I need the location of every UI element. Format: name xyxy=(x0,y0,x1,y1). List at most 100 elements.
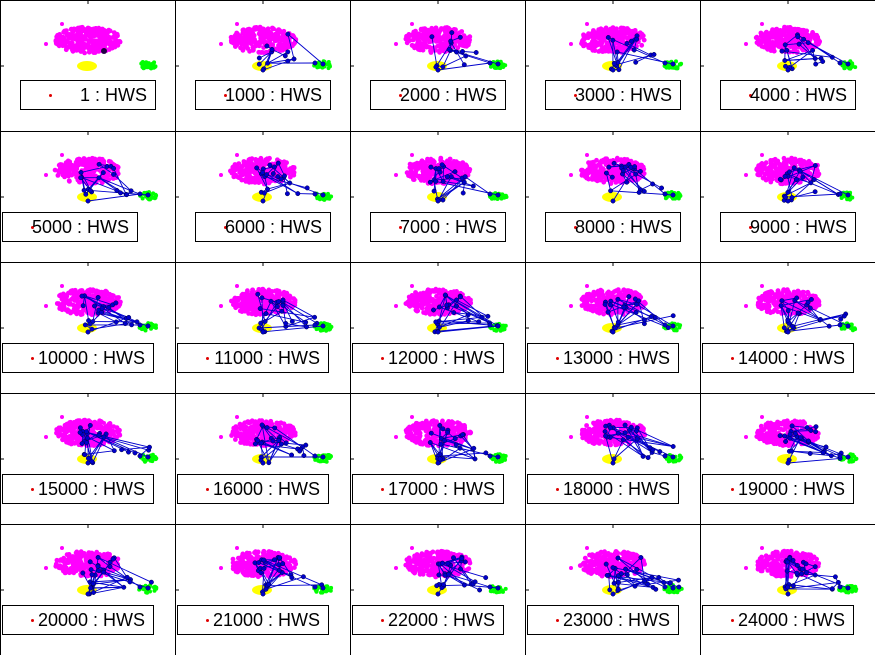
path-node xyxy=(269,46,275,52)
path-node xyxy=(615,319,621,325)
path-node xyxy=(487,60,493,66)
magenta-point xyxy=(590,47,596,53)
magenta-point xyxy=(74,311,80,317)
legend-marker xyxy=(31,357,34,360)
path-edge xyxy=(785,193,841,198)
path-node xyxy=(463,53,469,59)
panel-plot xyxy=(0,0,175,131)
path-node xyxy=(628,38,634,44)
path-edge xyxy=(285,322,307,328)
yellow-cluster xyxy=(252,192,272,202)
legend-marker xyxy=(31,226,34,229)
magenta-point xyxy=(410,37,416,43)
green-cluster xyxy=(487,191,509,201)
magenta-point xyxy=(44,173,48,177)
panel-1: 1 : HWS xyxy=(0,0,175,131)
path-node xyxy=(113,300,119,306)
path-node xyxy=(610,37,616,43)
magenta-point xyxy=(782,32,788,38)
magenta-point xyxy=(288,169,293,175)
magenta-point xyxy=(277,290,281,294)
magenta-point xyxy=(243,170,249,175)
magenta-point xyxy=(760,22,764,26)
axes-frame xyxy=(175,0,350,131)
magenta-point xyxy=(762,171,768,177)
magenta-point xyxy=(407,38,412,43)
path-node xyxy=(785,67,791,73)
path-node xyxy=(458,294,463,300)
magenta-point xyxy=(250,178,256,184)
magenta-point xyxy=(413,290,418,295)
path-node xyxy=(80,303,86,309)
path-network xyxy=(605,33,676,73)
path-network xyxy=(779,32,851,73)
path-node xyxy=(606,164,612,170)
path-node xyxy=(797,168,803,174)
magenta-point xyxy=(102,159,106,163)
axes-frame xyxy=(350,262,525,393)
path-node xyxy=(800,174,806,180)
path-node xyxy=(282,173,287,179)
path-node xyxy=(454,303,459,309)
magenta-point xyxy=(428,288,433,294)
path-edge xyxy=(436,42,452,66)
magenta-point xyxy=(593,43,598,49)
path-node xyxy=(122,321,128,327)
legend-box: 12000 : HWS xyxy=(352,343,504,373)
path-node xyxy=(265,186,270,192)
magenta-point xyxy=(435,37,441,43)
magenta-point xyxy=(411,177,416,182)
magenta-point xyxy=(270,295,276,300)
legend-box: 10000 : HWS xyxy=(2,343,154,373)
path-node xyxy=(86,318,92,324)
path-node xyxy=(448,38,454,44)
path-node xyxy=(637,168,643,174)
path-edge xyxy=(789,50,813,68)
axes-frame xyxy=(0,131,175,262)
path-node xyxy=(304,185,310,191)
legend-box: 6000 : HWS xyxy=(195,212,331,242)
magenta-point xyxy=(431,26,437,32)
path-node xyxy=(612,325,618,331)
path-node xyxy=(608,302,613,308)
path-node xyxy=(634,36,640,42)
path-network xyxy=(254,160,326,204)
path-edge xyxy=(438,295,446,322)
path-node xyxy=(796,41,802,47)
magenta-cluster xyxy=(219,22,299,56)
magenta-point xyxy=(116,39,121,44)
path-node xyxy=(114,187,120,193)
magenta-point xyxy=(457,39,463,44)
magenta-point xyxy=(621,288,626,293)
legend-marker xyxy=(206,357,209,360)
path-edge xyxy=(615,54,655,66)
path-node xyxy=(254,165,260,171)
magenta-point xyxy=(61,164,67,169)
magenta-point xyxy=(411,29,417,35)
path-node xyxy=(789,195,795,200)
green-point xyxy=(676,322,680,327)
magenta-point xyxy=(99,34,105,40)
magenta-point xyxy=(96,290,102,296)
path-node xyxy=(259,295,265,301)
axes-frame xyxy=(175,131,350,262)
magenta-point xyxy=(444,25,450,30)
legend-box: 4000 : HWS xyxy=(720,80,856,110)
path-node xyxy=(118,190,123,196)
magenta-point xyxy=(631,28,636,34)
path-node xyxy=(611,160,617,166)
path-node xyxy=(670,323,676,329)
magenta-point xyxy=(422,293,428,298)
magenta-point xyxy=(229,298,234,304)
green-point xyxy=(677,192,682,197)
path-node xyxy=(615,296,621,302)
magenta-point xyxy=(585,284,589,288)
magenta-point xyxy=(74,47,79,53)
magenta-point xyxy=(56,162,62,168)
path-edge xyxy=(87,316,129,333)
path-edge xyxy=(456,299,489,317)
magenta-cluster xyxy=(44,22,123,56)
magenta-point xyxy=(454,165,459,171)
magenta-point xyxy=(423,163,429,169)
magenta-point xyxy=(627,28,631,32)
